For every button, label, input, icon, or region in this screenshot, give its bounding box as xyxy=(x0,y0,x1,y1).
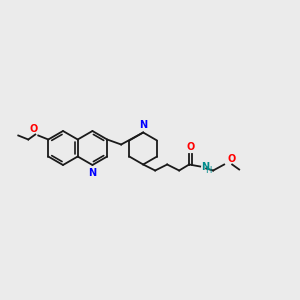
Text: O: O xyxy=(29,124,37,134)
Text: H: H xyxy=(205,166,212,175)
Text: O: O xyxy=(227,154,236,164)
Text: O: O xyxy=(186,142,194,152)
Text: N: N xyxy=(201,161,209,172)
Text: N: N xyxy=(139,121,147,130)
Text: N: N xyxy=(88,169,97,178)
